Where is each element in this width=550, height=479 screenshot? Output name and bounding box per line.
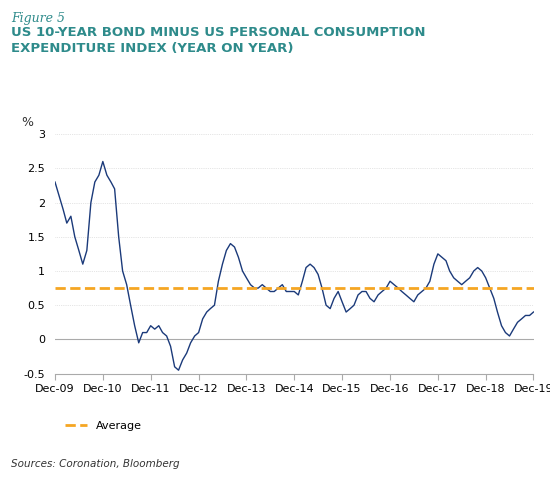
Text: Sources: Coronation, Bloomberg: Sources: Coronation, Bloomberg <box>11 459 180 469</box>
Text: Figure 5: Figure 5 <box>11 12 65 25</box>
Text: %: % <box>21 116 34 129</box>
Legend: Average: Average <box>60 416 146 435</box>
Text: US 10-YEAR BOND MINUS US PERSONAL CONSUMPTION
EXPENDITURE INDEX (YEAR ON YEAR): US 10-YEAR BOND MINUS US PERSONAL CONSUM… <box>11 26 426 56</box>
